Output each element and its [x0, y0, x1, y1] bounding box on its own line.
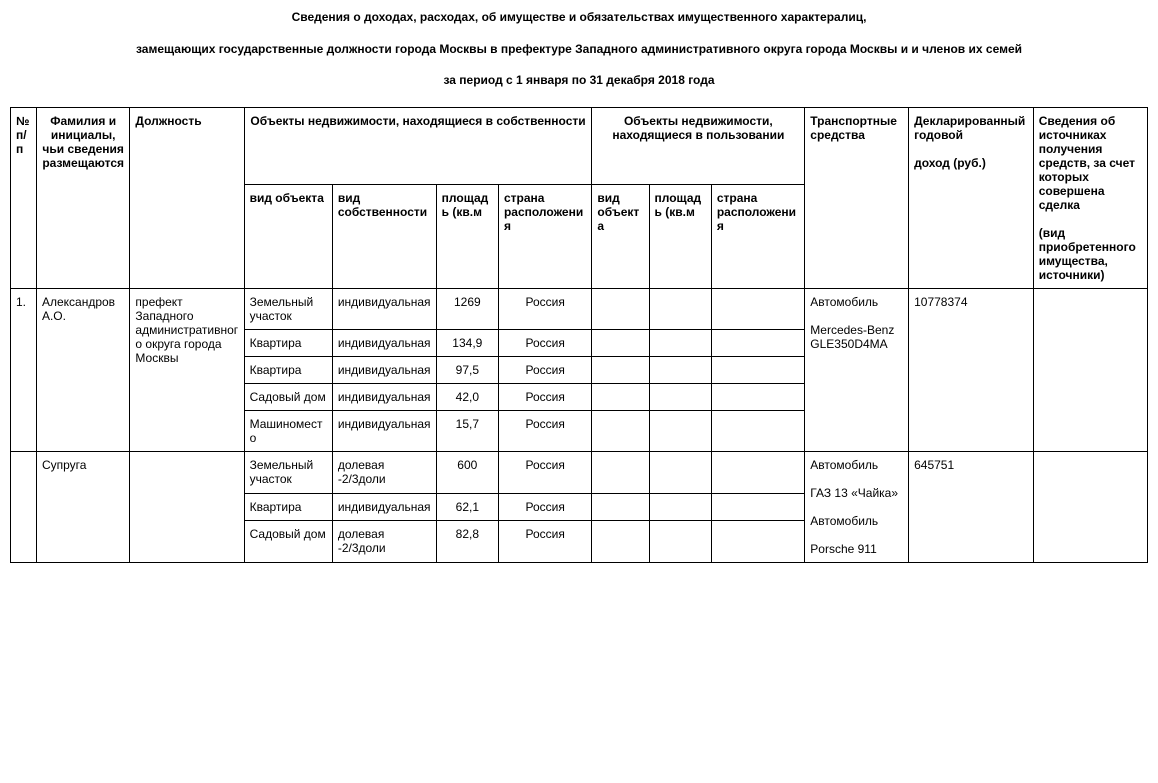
cell-use-type — [592, 410, 649, 451]
declaration-table: № п/п Фамилия и инициалы, чьи сведения р… — [10, 107, 1148, 563]
cell-num: 1. — [11, 288, 37, 451]
header-used: Объекты недвижимости, находящиеся в поль… — [592, 107, 805, 184]
header-name: Фамилия и инициалы, чьи сведения размеща… — [36, 107, 129, 288]
cell-own-country: Россия — [498, 356, 591, 383]
cell-use-country — [711, 383, 804, 410]
cell-own-area: 15,7 — [436, 410, 498, 451]
cell-own-kind: индивидуальная — [332, 383, 436, 410]
cell-own-type: Квартира — [244, 329, 332, 356]
header-num: № п/п — [11, 107, 37, 288]
cell-use-area — [649, 383, 711, 410]
cell-own-country: Россия — [498, 521, 591, 563]
cell-own-kind: долевая -2/3доли — [332, 451, 436, 493]
cell-own-country: Россия — [498, 329, 591, 356]
header-owned: Объекты недвижимости, находящиеся в собс… — [244, 107, 592, 184]
cell-transport: Автомобиль ГАЗ 13 «Чайка» Автомобиль Por… — [805, 451, 909, 562]
header-own-objtype: вид объекта — [244, 185, 332, 289]
cell-position — [130, 451, 244, 562]
cell-use-type — [592, 493, 649, 520]
cell-use-area — [649, 493, 711, 520]
table-row: СупругаЗемельный участокдолевая -2/3доли… — [11, 451, 1148, 493]
cell-use-type — [592, 356, 649, 383]
cell-use-type — [592, 383, 649, 410]
header-use-objtype: вид объекта — [592, 185, 649, 289]
cell-own-country: Россия — [498, 288, 591, 329]
document-title: Сведения о доходах, расходах, об имущест… — [10, 10, 1148, 89]
cell-use-country — [711, 356, 804, 383]
cell-sources — [1033, 288, 1147, 451]
cell-sources — [1033, 451, 1147, 562]
cell-own-country: Россия — [498, 493, 591, 520]
cell-own-type: Машиноместо — [244, 410, 332, 451]
cell-use-country — [711, 521, 804, 563]
cell-income: 10778374 — [909, 288, 1034, 451]
cell-own-area: 62,1 — [436, 493, 498, 520]
cell-use-country — [711, 451, 804, 493]
cell-own-kind: долевая -2/3доли — [332, 521, 436, 563]
cell-own-country: Россия — [498, 410, 591, 451]
cell-use-area — [649, 521, 711, 563]
cell-use-type — [592, 451, 649, 493]
cell-num — [11, 451, 37, 562]
table-row: 1.Александров А.О.префект Западного адми… — [11, 288, 1148, 329]
cell-own-kind: индивидуальная — [332, 410, 436, 451]
header-own-area: площадь (кв.м — [436, 185, 498, 289]
cell-own-area: 134,9 — [436, 329, 498, 356]
header-position: Должность — [130, 107, 244, 288]
cell-own-type: Квартира — [244, 493, 332, 520]
header-own-kind: вид собственности — [332, 185, 436, 289]
cell-use-country — [711, 410, 804, 451]
header-use-area: площадь (кв.м — [649, 185, 711, 289]
cell-use-type — [592, 288, 649, 329]
cell-use-type — [592, 329, 649, 356]
cell-own-type: Садовый дом — [244, 383, 332, 410]
header-use-country: страна расположения — [711, 185, 804, 289]
cell-own-kind: индивидуальная — [332, 329, 436, 356]
cell-use-country — [711, 288, 804, 329]
cell-position: префект Западного административного окру… — [130, 288, 244, 451]
cell-name: Александров А.О. — [36, 288, 129, 451]
title-line-3: за период с 1 января по 31 декабря 2018 … — [10, 73, 1148, 89]
header-transport: Транспортные средства — [805, 107, 909, 288]
cell-use-country — [711, 493, 804, 520]
cell-own-type: Квартира — [244, 356, 332, 383]
cell-own-country: Россия — [498, 383, 591, 410]
cell-own-area: 600 — [436, 451, 498, 493]
cell-use-area — [649, 288, 711, 329]
cell-own-area: 42,0 — [436, 383, 498, 410]
cell-income: 645751 — [909, 451, 1034, 562]
cell-use-area — [649, 329, 711, 356]
cell-own-area: 1269 — [436, 288, 498, 329]
cell-use-type — [592, 521, 649, 563]
cell-own-area: 82,8 — [436, 521, 498, 563]
cell-own-type: Земельный участок — [244, 288, 332, 329]
title-line-2: замещающих государственные должности гор… — [10, 42, 1148, 58]
cell-use-area — [649, 356, 711, 383]
cell-name: Супруга — [36, 451, 129, 562]
cell-use-area — [649, 410, 711, 451]
title-line-1: Сведения о доходах, расходах, об имущест… — [10, 10, 1148, 26]
cell-own-kind: индивидуальная — [332, 288, 436, 329]
cell-own-country: Россия — [498, 451, 591, 493]
cell-own-kind: индивидуальная — [332, 493, 436, 520]
header-own-country: страна расположения — [498, 185, 591, 289]
header-sources: Сведения об источниках получения средств… — [1033, 107, 1147, 288]
cell-transport: Автомобиль Mercedes-Benz GLE350D4MA — [805, 288, 909, 451]
cell-own-type: Садовый дом — [244, 521, 332, 563]
cell-own-area: 97,5 — [436, 356, 498, 383]
header-income: Декларированный годовойдоход (руб.) — [909, 107, 1034, 288]
cell-own-type: Земельный участок — [244, 451, 332, 493]
cell-own-kind: индивидуальная — [332, 356, 436, 383]
cell-use-area — [649, 451, 711, 493]
cell-use-country — [711, 329, 804, 356]
